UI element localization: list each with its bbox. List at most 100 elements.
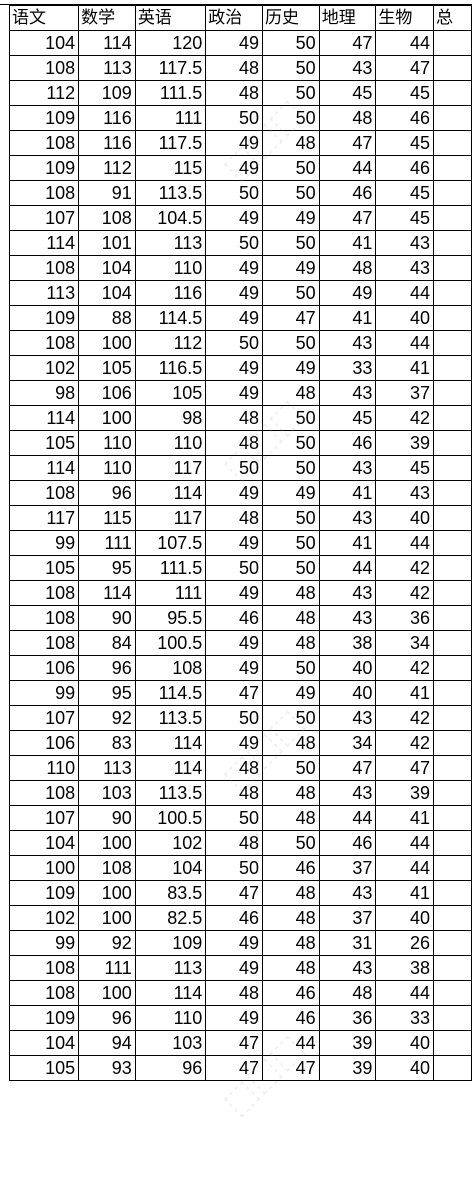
table-cell[interactable]: 50: [262, 30, 320, 56]
table-cell[interactable]: [433, 205, 472, 231]
table-cell[interactable]: [433, 805, 472, 831]
table-cell[interactable]: 98: [8, 380, 80, 406]
table-cell[interactable]: 47: [318, 130, 377, 156]
table-cell[interactable]: 37: [318, 905, 377, 931]
table-cell[interactable]: 111.5: [134, 555, 207, 581]
table-cell[interactable]: 48: [205, 405, 263, 431]
table-cell[interactable]: [433, 1030, 472, 1056]
table-cell[interactable]: 82.5: [134, 905, 207, 931]
table-cell[interactable]: 46: [262, 980, 320, 1006]
table-cell[interactable]: 44: [318, 555, 377, 581]
table-cell[interactable]: [433, 330, 472, 356]
table-cell[interactable]: 50: [205, 805, 263, 831]
table-cell[interactable]: 26: [375, 930, 434, 956]
table-cell[interactable]: 109: [8, 880, 80, 906]
table-cell[interactable]: 42: [375, 655, 434, 681]
table-cell[interactable]: 100.5: [134, 630, 207, 656]
table-cell[interactable]: 112: [78, 155, 136, 181]
table-cell[interactable]: 50: [262, 55, 320, 81]
table-cell[interactable]: [433, 55, 472, 81]
table-cell[interactable]: 114.5: [134, 680, 207, 706]
table-cell[interactable]: 48: [205, 505, 263, 531]
table-cell[interactable]: 43: [375, 255, 434, 281]
table-cell[interactable]: 102: [134, 830, 207, 856]
table-cell[interactable]: 41: [375, 355, 434, 381]
table-cell[interactable]: 113: [8, 280, 80, 306]
table-cell[interactable]: 100: [78, 980, 136, 1006]
table-cell[interactable]: 47: [205, 1055, 263, 1081]
table-cell[interactable]: 116: [134, 280, 207, 306]
table-cell[interactable]: 114: [78, 580, 136, 606]
table-cell[interactable]: 43: [375, 480, 434, 506]
table-cell[interactable]: 42: [375, 730, 434, 756]
table-cell[interactable]: 48: [262, 955, 320, 981]
table-cell[interactable]: 117.5: [134, 55, 207, 81]
table-cell[interactable]: 50: [262, 505, 320, 531]
table-cell[interactable]: 40: [375, 905, 434, 931]
table-cell[interactable]: 43: [318, 605, 377, 631]
table-cell[interactable]: 83: [78, 730, 136, 756]
column-header[interactable]: 历史: [262, 5, 320, 31]
table-cell[interactable]: 50: [262, 105, 320, 131]
table-cell[interactable]: 114.5: [134, 305, 207, 331]
table-cell[interactable]: [433, 755, 472, 781]
table-cell[interactable]: 113: [78, 55, 136, 81]
table-cell[interactable]: 107.5: [134, 530, 207, 556]
table-cell[interactable]: 43: [318, 705, 377, 731]
table-cell[interactable]: 48: [262, 780, 320, 806]
table-cell[interactable]: 50: [262, 555, 320, 581]
table-cell[interactable]: 91: [78, 180, 136, 206]
table-cell[interactable]: [433, 405, 472, 431]
table-cell[interactable]: 49: [205, 255, 263, 281]
table-cell[interactable]: 33: [375, 1005, 434, 1031]
table-cell[interactable]: 101: [78, 230, 136, 256]
table-cell[interactable]: 45: [375, 180, 434, 206]
table-cell[interactable]: 100.5: [134, 805, 207, 831]
table-cell[interactable]: 88: [78, 305, 136, 331]
table-cell[interactable]: 50: [262, 405, 320, 431]
table-cell[interactable]: 47: [262, 305, 320, 331]
table-cell[interactable]: 50: [205, 330, 263, 356]
table-cell[interactable]: 42: [375, 705, 434, 731]
table-cell[interactable]: [433, 530, 472, 556]
table-cell[interactable]: [433, 30, 472, 56]
table-cell[interactable]: 99: [8, 930, 80, 956]
table-cell[interactable]: 43: [318, 330, 377, 356]
table-cell[interactable]: 47: [318, 205, 377, 231]
column-header[interactable]: 总: [433, 5, 472, 31]
table-cell[interactable]: [433, 855, 472, 881]
table-cell[interactable]: 41: [318, 480, 377, 506]
table-cell[interactable]: 107: [8, 805, 80, 831]
table-cell[interactable]: 47: [318, 30, 377, 56]
table-cell[interactable]: [433, 930, 472, 956]
table-cell[interactable]: 90: [78, 605, 136, 631]
table-cell[interactable]: 95: [78, 555, 136, 581]
table-cell[interactable]: 104: [78, 280, 136, 306]
table-cell[interactable]: 49: [205, 380, 263, 406]
table-cell[interactable]: 48: [205, 980, 263, 1006]
table-cell[interactable]: 50: [262, 655, 320, 681]
table-cell[interactable]: 40: [375, 1055, 434, 1081]
table-cell[interactable]: 108: [8, 130, 80, 156]
table-cell[interactable]: 45: [375, 80, 434, 106]
table-cell[interactable]: 36: [318, 1005, 377, 1031]
table-cell[interactable]: 95.5: [134, 605, 207, 631]
table-cell[interactable]: 49: [205, 730, 263, 756]
table-cell[interactable]: 50: [205, 105, 263, 131]
table-cell[interactable]: 48: [318, 980, 377, 1006]
column-header[interactable]: 语文: [8, 5, 80, 31]
table-cell[interactable]: 42: [375, 555, 434, 581]
table-cell[interactable]: [433, 630, 472, 656]
table-cell[interactable]: [433, 280, 472, 306]
table-cell[interactable]: 48: [262, 905, 320, 931]
table-cell[interactable]: 48: [262, 880, 320, 906]
table-cell[interactable]: 41: [375, 805, 434, 831]
table-cell[interactable]: 38: [375, 955, 434, 981]
table-cell[interactable]: 50: [205, 705, 263, 731]
table-cell[interactable]: 49: [205, 630, 263, 656]
table-cell[interactable]: [433, 130, 472, 156]
table-cell[interactable]: 110: [78, 455, 136, 481]
table-cell[interactable]: 50: [205, 455, 263, 481]
table-cell[interactable]: 109: [8, 1005, 80, 1031]
table-cell[interactable]: 112: [8, 80, 80, 106]
